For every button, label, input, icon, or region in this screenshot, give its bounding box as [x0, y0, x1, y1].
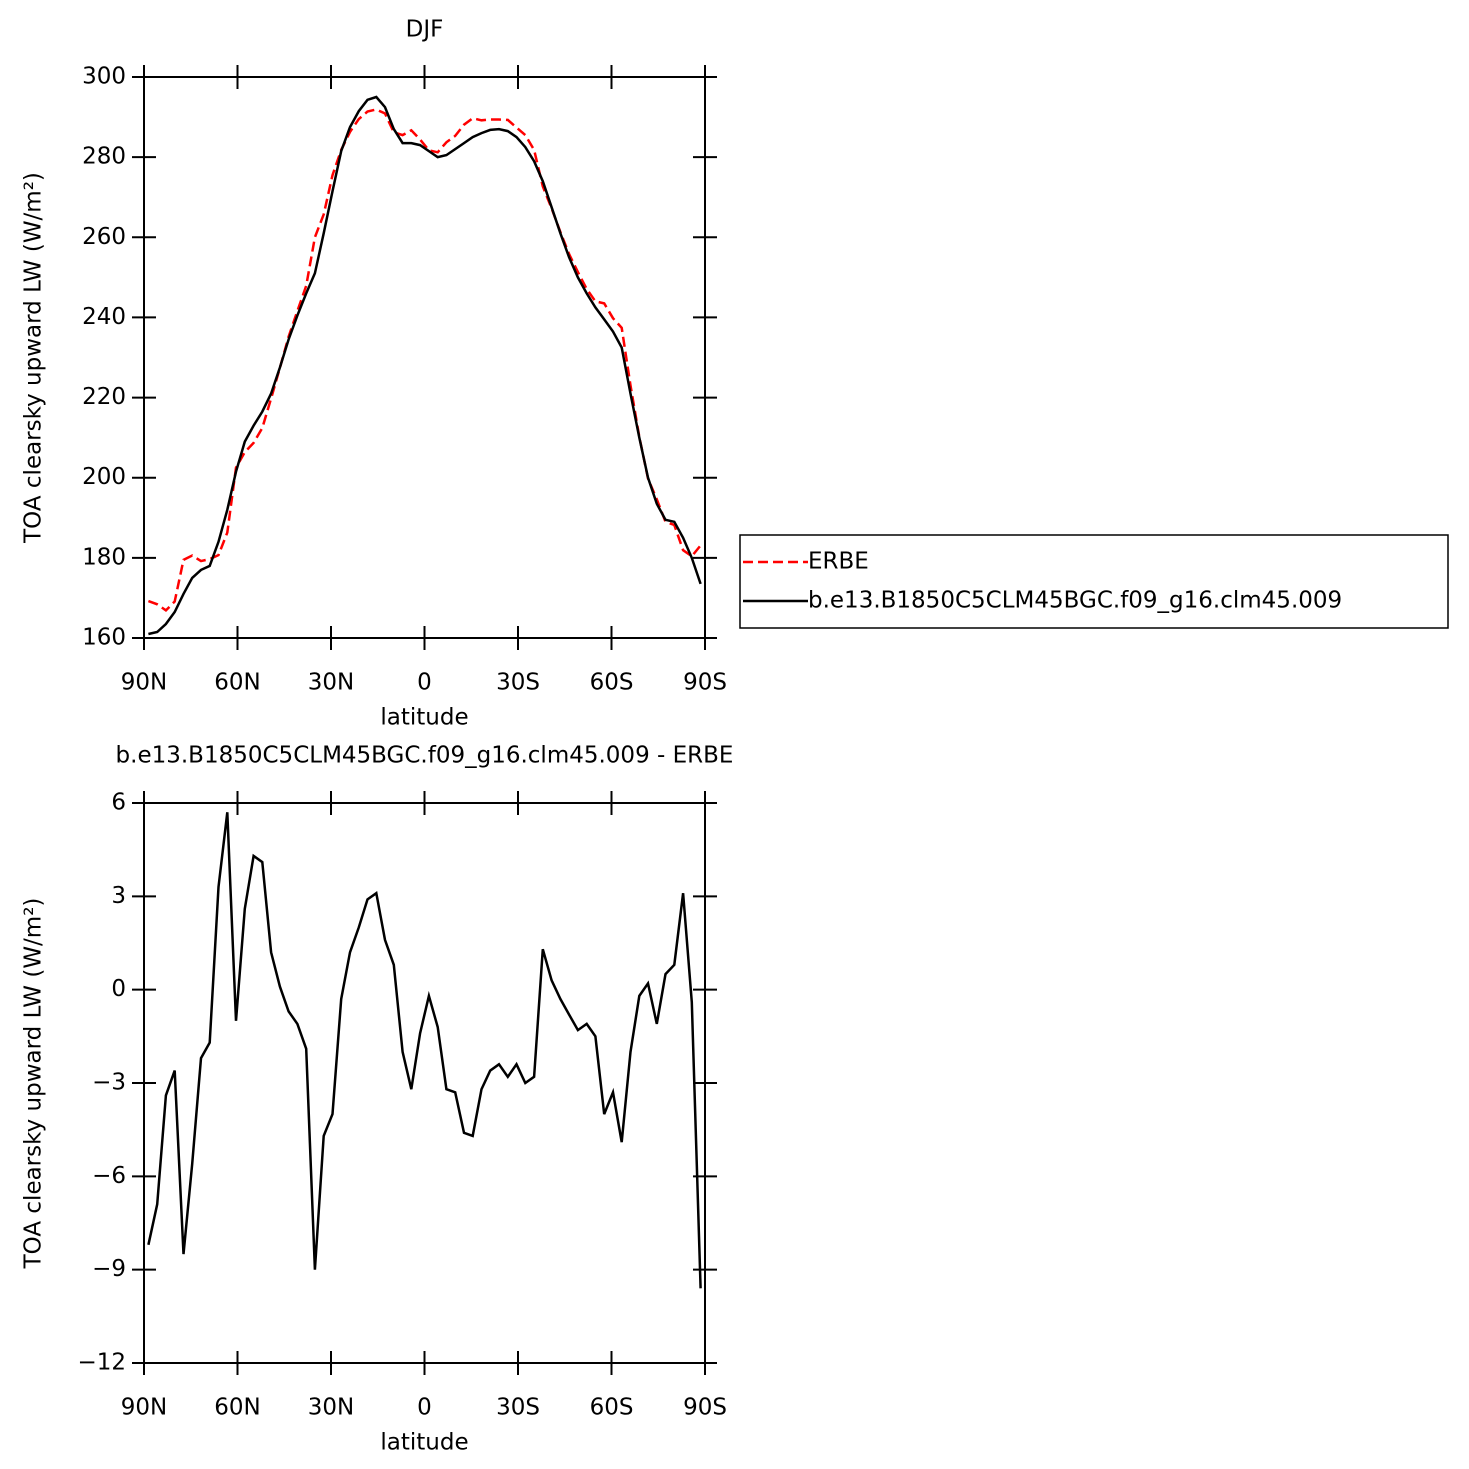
y-tick-label: −3 — [92, 1070, 126, 1096]
y-tick-label: −12 — [77, 1350, 126, 1376]
x-tick-label: 30N — [308, 670, 354, 696]
x-tick-label: 60S — [590, 670, 634, 696]
y-axis-label: TOA clearsky upward LW (W/m²) — [21, 172, 47, 544]
y-tick-label: 300 — [82, 64, 126, 90]
plot-frame — [143, 802, 706, 1364]
x-tick-label: 90S — [683, 670, 727, 696]
x-tick-label: 60S — [590, 1395, 634, 1421]
y-tick-label: 280 — [82, 144, 126, 170]
y-tick-label: 3 — [111, 883, 126, 909]
x-tick-label: 90N — [121, 1395, 167, 1421]
y-tick-label: 0 — [111, 976, 126, 1002]
x-tick-label: 60N — [214, 1395, 260, 1421]
y-tick-label: 6 — [111, 790, 126, 816]
data-line — [147, 812, 702, 1289]
x-tick-label: 30S — [496, 1395, 540, 1421]
legend-label: ERBE — [808, 549, 869, 575]
data-line — [147, 108, 702, 613]
x-tick-label: 30S — [496, 670, 540, 696]
x-tick-label: 60N — [214, 670, 260, 696]
y-axis-label: TOA clearsky upward LW (W/m²) — [21, 898, 47, 1270]
legend-box — [739, 534, 1449, 629]
y-tick-label: 180 — [82, 544, 126, 570]
chart-title: DJF — [406, 17, 444, 43]
x-tick-label: 90S — [683, 1395, 727, 1421]
y-tick-label: 160 — [82, 625, 126, 651]
y-tick-label: −6 — [92, 1163, 126, 1189]
y-tick-label: 200 — [82, 464, 126, 490]
x-tick-label: 0 — [417, 1395, 432, 1421]
y-tick-label: 220 — [82, 384, 126, 410]
plot-frame — [143, 76, 706, 639]
data-line — [148, 95, 702, 636]
x-axis-label: latitude — [380, 705, 468, 731]
x-axis-label: latitude — [380, 1430, 468, 1456]
x-tick-label: 0 — [417, 670, 432, 696]
legend-label: b.e13.B1850C5CLM45BGC.f09_g16.clm45.009 — [808, 588, 1342, 614]
x-tick-label: 90N — [121, 670, 167, 696]
chart-title: b.e13.B1850C5CLM45BGC.f09_g16.clm45.009 … — [116, 743, 734, 769]
y-tick-label: 240 — [82, 304, 126, 330]
x-tick-label: 30N — [308, 1395, 354, 1421]
y-tick-label: −9 — [92, 1256, 126, 1282]
y-tick-label: 260 — [82, 224, 126, 250]
